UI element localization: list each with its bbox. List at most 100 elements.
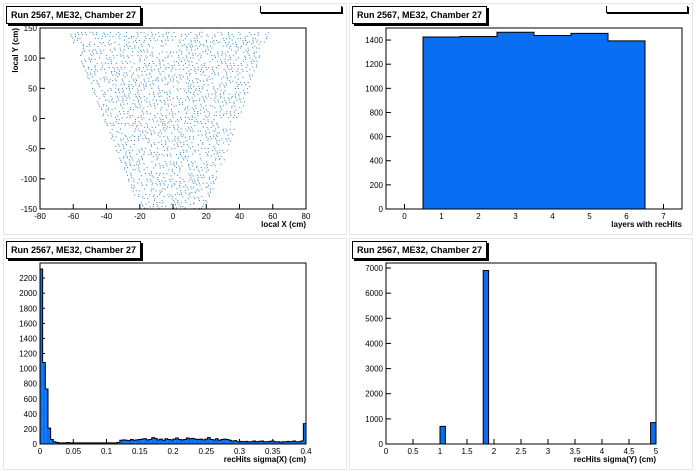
scatter-point xyxy=(134,82,136,84)
scatter-point xyxy=(237,78,239,80)
scatter-point xyxy=(142,132,144,134)
scatter-point xyxy=(110,63,112,65)
scatter-point xyxy=(167,184,169,186)
scatter-point xyxy=(104,94,106,96)
scatter-point xyxy=(184,156,186,158)
scatter-point xyxy=(200,56,202,58)
scatter-point xyxy=(139,95,141,97)
scatter-point xyxy=(124,95,126,97)
scatter-point xyxy=(119,37,121,39)
scatter-point xyxy=(149,178,151,180)
x-tick-label: 0.25 xyxy=(198,447,214,456)
scatter-point xyxy=(143,32,145,34)
scatter-point xyxy=(209,132,211,134)
scatter-point xyxy=(226,76,228,78)
scatter-point xyxy=(160,101,162,103)
scatter-point xyxy=(169,153,171,155)
scatter-point xyxy=(195,119,197,121)
scatter-point xyxy=(251,43,253,45)
scatter-point xyxy=(138,196,140,198)
scatter-point xyxy=(136,107,138,109)
scatter-point xyxy=(152,182,154,184)
scatter-point xyxy=(170,51,172,53)
scatter-point xyxy=(154,199,156,201)
scatter-point xyxy=(155,173,157,175)
scatter-point xyxy=(137,136,139,138)
scatter-point xyxy=(258,56,260,58)
scatter-point xyxy=(183,144,185,146)
scatter-point xyxy=(140,134,142,136)
scatter-point xyxy=(189,72,191,74)
y-tick-label: 1000 xyxy=(365,415,383,424)
scatter-point xyxy=(156,201,158,203)
scatter-point xyxy=(159,192,161,194)
scatter-point xyxy=(169,126,171,128)
scatter-point xyxy=(222,38,224,40)
scatter-point xyxy=(199,184,201,186)
scatter-point xyxy=(181,193,183,195)
x-tick-label: 7 xyxy=(661,212,666,221)
scatter-point xyxy=(202,107,204,109)
scatter-point xyxy=(114,107,116,109)
scatter-point xyxy=(104,62,106,64)
scatter-point xyxy=(144,63,146,65)
scatter-point xyxy=(171,35,173,37)
scatter-point xyxy=(173,105,175,107)
scatter-point xyxy=(161,143,163,145)
scatter-point xyxy=(138,39,140,41)
scatter-point xyxy=(132,103,134,105)
scatter-point xyxy=(183,149,185,151)
scatter-point xyxy=(235,43,237,45)
scatter-point xyxy=(217,126,219,128)
scatter-point xyxy=(202,43,204,45)
scatter-point xyxy=(212,58,214,60)
x-tick-label: 80 xyxy=(302,212,311,221)
scatter-point xyxy=(192,138,194,140)
scatter-point xyxy=(128,89,130,91)
scatter-point xyxy=(186,36,188,38)
histogram-bar xyxy=(234,440,237,444)
scatter-point xyxy=(216,67,218,69)
scatter-point xyxy=(189,192,191,194)
x-tick-label: 0.05 xyxy=(65,447,81,456)
scatter-point xyxy=(111,97,113,99)
x-tick-label: 0 xyxy=(384,447,389,456)
scatter-point xyxy=(124,67,126,69)
scatter-point xyxy=(207,93,209,95)
scatter-point xyxy=(158,124,160,126)
histogram-bar xyxy=(61,442,64,444)
scatter-point xyxy=(103,76,105,78)
scatter-point xyxy=(221,109,223,111)
scatter-point xyxy=(183,88,185,90)
scatter-point xyxy=(247,52,249,54)
scatter-point xyxy=(103,80,105,82)
scatter-point xyxy=(213,87,215,89)
scatter-point xyxy=(191,53,193,55)
scatter-point xyxy=(189,118,191,120)
scatter-point xyxy=(145,138,147,140)
scatter-point xyxy=(142,184,144,186)
scatter-point xyxy=(246,70,248,72)
scatter-point xyxy=(105,76,107,78)
scatter-point xyxy=(253,51,255,53)
plot-frame-border xyxy=(39,27,307,210)
scatter-point xyxy=(213,55,215,57)
scatter-point xyxy=(109,78,111,80)
scatter-point xyxy=(107,99,109,101)
plot-frame-border xyxy=(385,27,683,210)
scatter-point xyxy=(212,130,214,132)
scatter-point xyxy=(167,93,169,95)
scatter-point xyxy=(100,68,102,70)
scatter-point xyxy=(139,206,141,208)
scatter-point xyxy=(213,119,215,121)
scatter-point xyxy=(111,70,113,72)
scatter-point xyxy=(242,40,244,42)
scatter-point xyxy=(138,167,140,169)
scatter-point xyxy=(233,65,235,67)
scatter-point xyxy=(129,97,131,99)
scatter-point xyxy=(247,92,249,94)
scatter-point xyxy=(100,51,102,53)
scatter-point xyxy=(198,182,200,184)
scatter-point xyxy=(154,132,156,134)
scatter-point xyxy=(206,109,208,111)
